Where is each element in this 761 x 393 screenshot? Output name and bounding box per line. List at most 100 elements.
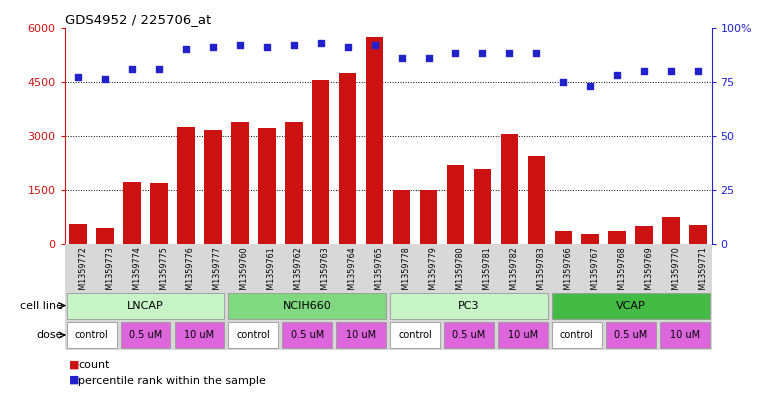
Text: GSM1359760: GSM1359760	[240, 246, 249, 299]
Text: 0.5 uM: 0.5 uM	[129, 330, 162, 340]
Point	[692, 68, 704, 74]
Bar	[606, 322, 656, 348]
Bar	[527, 156, 545, 244]
Point	[99, 76, 111, 83]
Point	[611, 72, 623, 78]
Text: GSM1359765: GSM1359765	[374, 246, 384, 300]
Bar	[552, 322, 602, 348]
Bar	[67, 292, 224, 318]
Text: GSM1359779: GSM1359779	[428, 246, 438, 300]
Bar	[228, 322, 279, 348]
Text: GDS4952 / 225706_at: GDS4952 / 225706_at	[65, 13, 211, 26]
Text: VCAP: VCAP	[616, 301, 645, 310]
Bar	[285, 122, 303, 244]
Point	[584, 83, 597, 89]
Text: GSM1359761: GSM1359761	[267, 246, 275, 299]
Point	[314, 39, 326, 46]
Bar	[97, 228, 114, 244]
Text: GSM1359782: GSM1359782	[509, 246, 518, 300]
Bar	[498, 322, 548, 348]
Bar	[282, 322, 333, 348]
Bar	[174, 322, 224, 348]
Point	[422, 55, 435, 61]
Bar	[390, 322, 440, 348]
Text: GSM1359769: GSM1359769	[644, 246, 653, 300]
Point	[476, 50, 489, 57]
Bar	[662, 217, 680, 244]
Bar	[258, 129, 275, 244]
Bar	[635, 226, 653, 244]
Text: GSM1359771: GSM1359771	[698, 246, 707, 300]
Bar	[447, 165, 464, 244]
Text: GSM1359772: GSM1359772	[78, 246, 88, 300]
Text: GSM1359778: GSM1359778	[402, 246, 411, 300]
Text: GSM1359781: GSM1359781	[482, 246, 492, 299]
Text: GSM1359775: GSM1359775	[159, 246, 168, 300]
Point	[557, 78, 569, 84]
Bar	[689, 224, 707, 244]
Text: control: control	[398, 330, 432, 340]
Point	[288, 42, 300, 48]
Point	[368, 42, 380, 48]
Text: GSM1359770: GSM1359770	[671, 246, 680, 300]
Bar	[552, 292, 709, 318]
Point	[180, 46, 192, 52]
Point	[126, 65, 139, 72]
Text: GSM1359777: GSM1359777	[213, 246, 222, 300]
Text: 0.5 uM: 0.5 uM	[614, 330, 648, 340]
Text: PC3: PC3	[458, 301, 479, 310]
Bar	[231, 122, 249, 244]
Bar	[339, 73, 356, 244]
Point	[665, 68, 677, 74]
Text: 0.5 uM: 0.5 uM	[291, 330, 324, 340]
Bar	[123, 182, 141, 244]
Bar	[150, 183, 167, 244]
Text: GSM1359766: GSM1359766	[563, 246, 572, 299]
Point	[530, 50, 543, 57]
Text: GSM1359764: GSM1359764	[348, 246, 357, 299]
Text: 0.5 uM: 0.5 uM	[452, 330, 486, 340]
Text: 10 uM: 10 uM	[670, 330, 699, 340]
Text: cell line: cell line	[21, 301, 63, 310]
Bar	[120, 322, 170, 348]
Bar	[501, 134, 518, 244]
Text: GSM1359776: GSM1359776	[186, 246, 195, 300]
Bar	[444, 322, 494, 348]
Text: ■: ■	[68, 375, 79, 385]
Bar	[228, 292, 386, 318]
Text: GSM1359774: GSM1359774	[132, 246, 141, 300]
Bar	[69, 224, 87, 244]
Bar	[312, 80, 330, 244]
Text: control: control	[560, 330, 594, 340]
Bar	[336, 322, 386, 348]
Text: GSM1359762: GSM1359762	[294, 246, 303, 300]
Bar	[420, 190, 438, 244]
Point	[207, 44, 219, 50]
Bar	[660, 322, 709, 348]
Text: 10 uM: 10 uM	[508, 330, 538, 340]
Text: GSM1359768: GSM1359768	[617, 246, 626, 299]
Point	[638, 68, 650, 74]
Text: control: control	[75, 330, 109, 340]
Point	[153, 65, 165, 72]
Point	[503, 50, 515, 57]
Text: percentile rank within the sample: percentile rank within the sample	[78, 376, 266, 386]
Bar	[177, 127, 195, 244]
Text: GSM1359783: GSM1359783	[537, 246, 546, 299]
Text: dose: dose	[37, 330, 63, 340]
Text: 10 uM: 10 uM	[184, 330, 215, 340]
Bar	[581, 233, 599, 244]
Text: LNCAP: LNCAP	[127, 301, 164, 310]
Bar	[473, 169, 491, 244]
Point	[450, 50, 462, 57]
Bar	[609, 231, 626, 244]
Point	[72, 74, 84, 80]
Bar	[204, 130, 221, 244]
Bar	[67, 322, 116, 348]
Point	[234, 42, 246, 48]
Point	[261, 44, 273, 50]
Bar	[393, 189, 410, 244]
Bar	[555, 231, 572, 244]
Text: count: count	[78, 360, 110, 370]
Text: control: control	[237, 330, 270, 340]
